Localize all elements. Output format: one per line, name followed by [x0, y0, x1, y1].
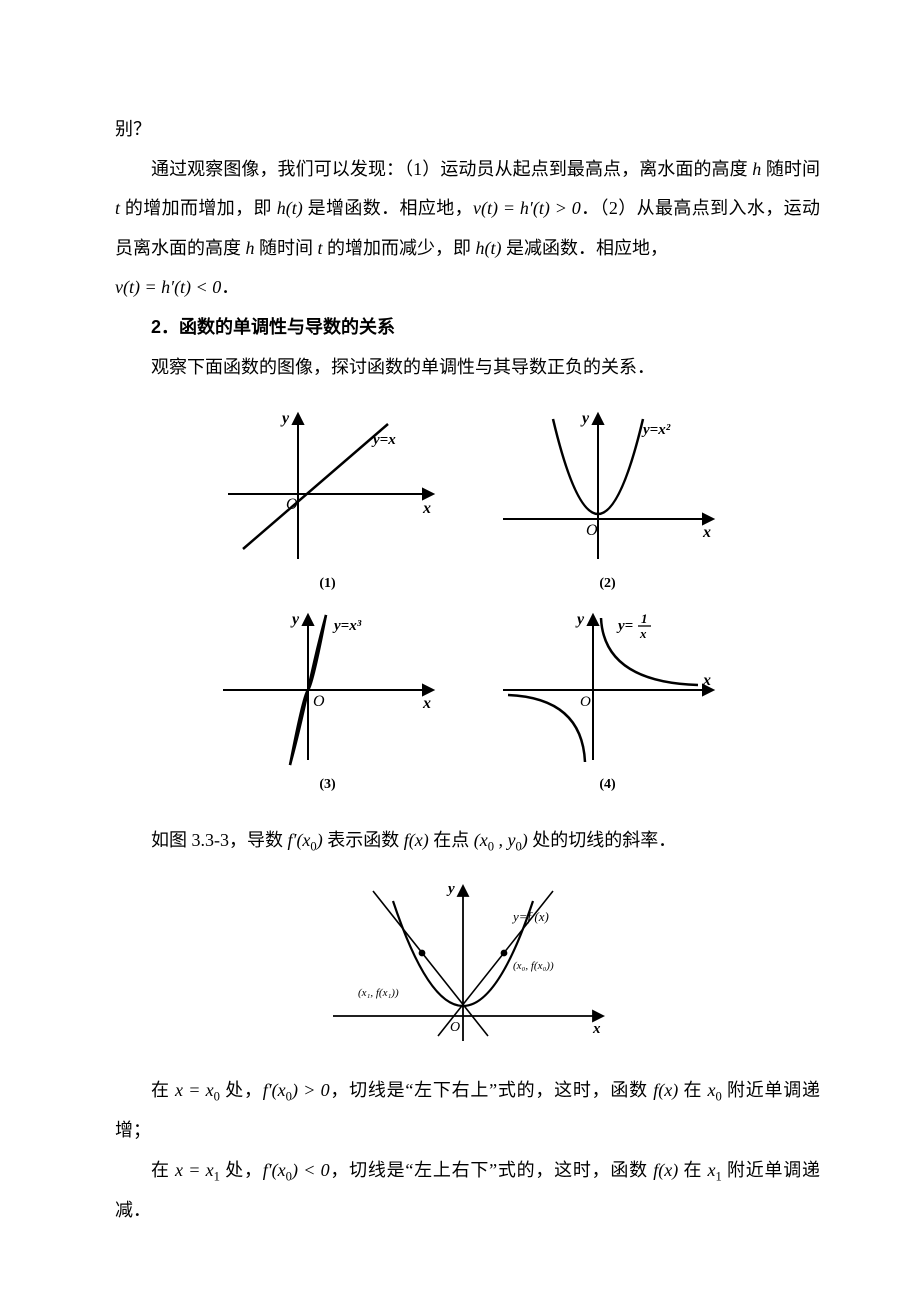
- expr-fx-6: f(x): [653, 1160, 678, 1180]
- eq-x-x1: x = x1: [175, 1160, 220, 1180]
- paragraph-4: 如图 3.3-3，导数 f′(x0) 表示函数 f(x) 在点 (x0 , y0…: [115, 821, 820, 861]
- var-h: h: [752, 159, 761, 179]
- plot-2-label: y=x²: [641, 422, 671, 438]
- svg-text:y: y: [280, 410, 290, 427]
- text: 的增加而增加，即: [120, 198, 277, 218]
- expr-fx: f(x): [404, 830, 429, 850]
- svg-text:y: y: [580, 410, 590, 427]
- eq-vt-pos: v(t) = h′(t) > 0: [473, 198, 581, 218]
- svg-text:y: y: [290, 611, 300, 628]
- paragraph-3: 观察下面函数的图像，探讨函数的单调性与其导数正负的关系．: [115, 348, 820, 388]
- expr-fprime-x0: f′(x0): [288, 830, 323, 850]
- fragment-line: 别？: [115, 110, 820, 150]
- svg-text:y: y: [575, 611, 585, 628]
- eq-fprime-neg: f′(x0) < 0: [263, 1160, 330, 1180]
- plot-4-caption: (4): [488, 770, 728, 801]
- paragraph-6: 在 x = x1 处，f′(x0) < 0，切线是“左上右下”式的，这时，函数 …: [115, 1151, 820, 1231]
- text: 随时间: [255, 238, 318, 258]
- paragraph-5: 在 x = x0 处，f′(x0) > 0，切线是“左下右上”式的，这时，函数 …: [115, 1071, 820, 1151]
- section-title: 2．函数的单调性与导数的关系: [115, 308, 820, 348]
- plot-2: O x y y=x² (2): [488, 399, 728, 600]
- svg-text:O: O: [450, 1020, 460, 1035]
- var-h2: h: [246, 238, 255, 258]
- svg-text:O: O: [313, 693, 325, 710]
- expr-fx-5: f(x): [653, 1080, 678, 1100]
- svg-text:x: x: [422, 500, 431, 517]
- plot-3: O x y y=x³ (3): [208, 600, 448, 801]
- svg-text:O: O: [286, 496, 298, 513]
- expr-ht2: h(t): [476, 238, 502, 258]
- plot-1-caption: (1): [208, 569, 448, 600]
- plot-1: O x y y=x (1): [208, 399, 448, 600]
- text: 在点: [429, 830, 474, 850]
- svg-text:1: 1: [641, 611, 648, 626]
- plot-3-label: y=x³: [332, 618, 362, 634]
- text: ，切线是“左下右上”式的，这时，函数: [330, 1080, 654, 1100]
- tangent-pt-right: (x₀, f(x₀)): [513, 960, 554, 972]
- text: 表示函数: [323, 830, 404, 850]
- text: 通过观察图像，我们可以发现：（1）运动员从起点到最高点，离水面的高度: [151, 159, 752, 179]
- text: 在: [151, 1080, 175, 1100]
- text: 在: [151, 1160, 175, 1180]
- var-x1: x1: [707, 1160, 721, 1180]
- eq-vt-neg: v(t) = h′(t) < 0: [115, 277, 221, 297]
- svg-text:x: x: [639, 626, 647, 641]
- text: 在: [678, 1160, 707, 1180]
- plot-3-caption: (3): [208, 770, 448, 801]
- svg-text:x: x: [422, 695, 431, 712]
- text: 在: [678, 1080, 707, 1100]
- paragraph-2: v(t) = h′(t) < 0．: [115, 268, 820, 308]
- text: ．: [221, 277, 239, 297]
- plot-2-caption: (2): [488, 569, 728, 600]
- text: ，切线是“左上右下”式的，这时，函数: [330, 1160, 654, 1180]
- svg-text:y=: y=: [616, 618, 633, 634]
- figure-tangent: O x y y=f (x) (x₀, f(x₀)) (x₁, f(x₁)): [318, 871, 618, 1051]
- plot-4: O x y y= 1 x (4): [488, 600, 728, 801]
- figure-grid: O x y y=x (1) O x y y=x²: [208, 399, 728, 801]
- paragraph-1: 通过观察图像，我们可以发现：（1）运动员从起点到最高点，离水面的高度 h 随时间…: [115, 150, 820, 269]
- text: 如图 3.3-3，导数: [151, 830, 288, 850]
- point-x0y0: (x0 , y0): [474, 830, 528, 850]
- document-page: 别？ 通过观察图像，我们可以发现：（1）运动员从起点到最高点，离水面的高度 h …: [0, 0, 920, 1311]
- eq-x-x0: x = x0: [175, 1080, 220, 1100]
- plot-1-label: y=x: [371, 432, 396, 448]
- svg-text:y: y: [446, 881, 455, 897]
- svg-text:x: x: [702, 524, 711, 541]
- svg-text:x: x: [592, 1021, 601, 1037]
- svg-text:O: O: [580, 694, 591, 710]
- text: 处，: [220, 1160, 263, 1180]
- tangent-pt-left: (x₁, f(x₁)): [358, 987, 399, 999]
- text: 是增函数．相应地，: [303, 198, 473, 218]
- text: 的增加而减少，即: [323, 238, 476, 258]
- text: 是减函数．相应地，: [502, 238, 669, 258]
- svg-text:O: O: [586, 522, 598, 539]
- text: 处，: [220, 1080, 263, 1100]
- var-x0: x0: [707, 1080, 721, 1100]
- svg-text:x: x: [702, 672, 711, 689]
- text: 处的切线的斜率．: [528, 830, 677, 850]
- text: 随时间: [761, 159, 820, 179]
- expr-ht: h(t): [277, 198, 303, 218]
- eq-fprime-pos: f′(x0) > 0: [263, 1080, 330, 1100]
- tangent-func-label: y=f (x): [511, 909, 549, 924]
